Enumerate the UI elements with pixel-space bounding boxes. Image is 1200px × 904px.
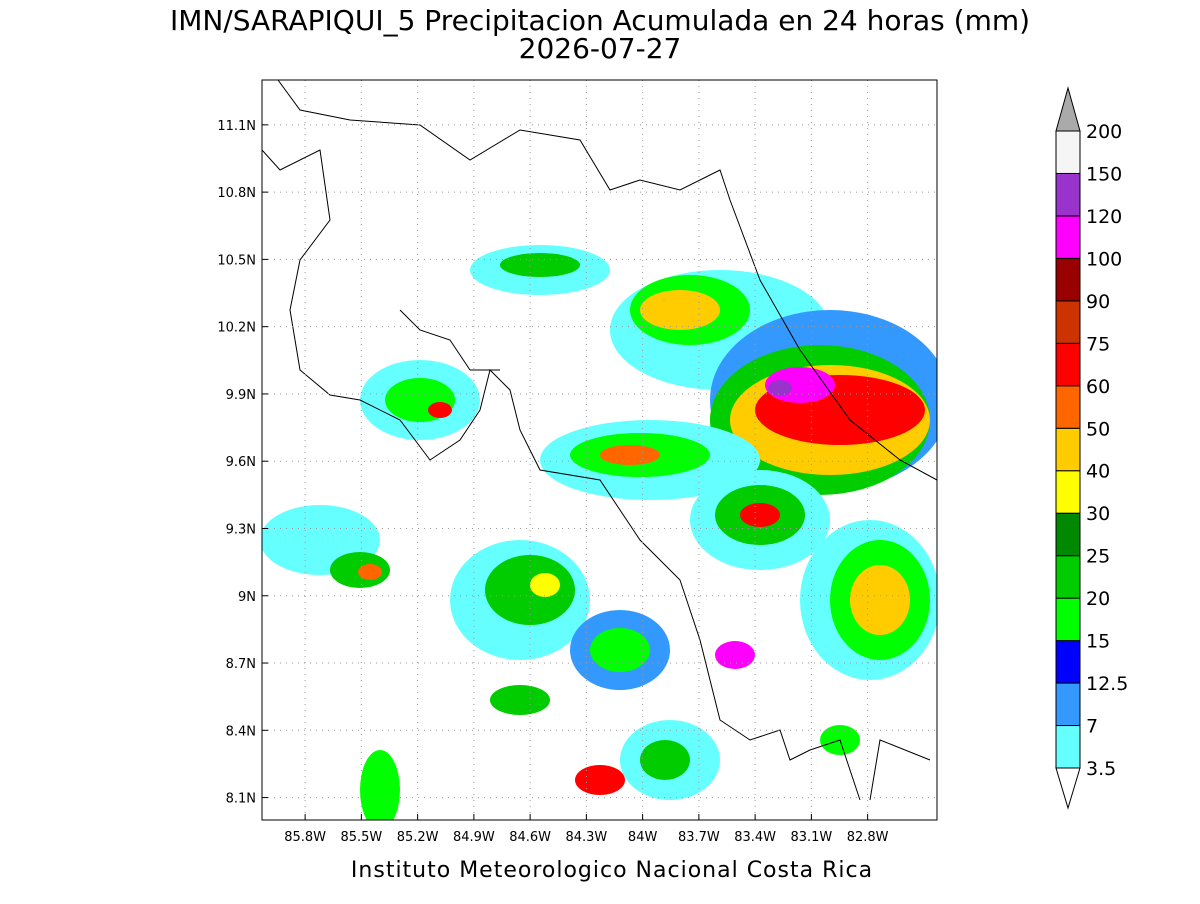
colorbar-under [1055, 767, 1081, 810]
y-tick-label: 9.9N [226, 388, 256, 403]
colorbar-box [1055, 597, 1081, 642]
colorbar-label: 60 [1086, 376, 1110, 398]
colorbar-label: 100 [1086, 248, 1122, 270]
subtitle: 2026-07-27 [519, 32, 682, 65]
colorbar-label: 25 [1086, 546, 1110, 568]
colorbar-label: 75 [1086, 333, 1110, 355]
colorbar-label: 40 [1086, 461, 1110, 483]
colorbar-box [1055, 300, 1081, 344]
x-tick-label: 84W [628, 830, 658, 845]
colorbar-over [1055, 86, 1081, 132]
x-tick-label: 85.8W [284, 830, 326, 845]
x-tick-label: 83.4W [734, 830, 776, 845]
precipitation-field [262, 80, 937, 820]
x-tick-label: 85.2W [397, 830, 439, 845]
y-tick-label: 8.4N [226, 724, 256, 739]
colorbar-box [1055, 172, 1081, 217]
colorbar-label: 15 [1086, 631, 1110, 653]
colorbar-box [1055, 130, 1081, 174]
colorbar-label: 7 [1086, 716, 1098, 738]
colorbar-box [1055, 725, 1081, 769]
footer: Instituto Meteorologico Nacional Costa R… [351, 858, 873, 883]
colorbar-label: 200 [1086, 121, 1122, 143]
colorbar-label: 12.5 [1086, 673, 1128, 695]
x-tick-label: 84.6W [509, 830, 551, 845]
colorbar-box [1055, 470, 1081, 514]
x-tick-label: 82.8W [847, 830, 889, 845]
colorbar-box [1055, 427, 1081, 472]
colorbar-box [1055, 555, 1081, 599]
colorbar-label: 120 [1086, 206, 1122, 228]
colorbar-label: 20 [1086, 588, 1110, 610]
colorbar-box [1055, 385, 1081, 429]
colorbar-label: 3.5 [1086, 758, 1116, 780]
colorbar-box [1055, 342, 1081, 387]
y-tick-label: 11.1N [217, 119, 256, 134]
y-tick-label: 8.1N [226, 792, 256, 807]
colorbar-label: 30 [1086, 503, 1110, 525]
y-tick-label: 9.6N [226, 455, 256, 470]
x-tick-label: 85.5W [340, 830, 382, 845]
colorbar-box [1055, 640, 1081, 684]
x-tick-label: 84.9W [453, 830, 495, 845]
x-tick-label: 83.7W [678, 830, 720, 845]
y-tick-label: 10.5N [217, 253, 256, 268]
y-tick-label: 10.8N [217, 186, 256, 201]
colorbar-box [1055, 215, 1081, 259]
colorbar-label: 50 [1086, 418, 1110, 440]
axis-labels: 85.8W 85.5W 85.2W 84.9W 84.6W 84.3W 84W 83.7W 83… [217, 119, 888, 845]
title: IMN/SARAPIQUI_5 Precipitacion Acumulada … [170, 4, 1030, 37]
colorbar-label: 90 [1086, 291, 1110, 313]
y-tick-label: 9N [238, 590, 256, 605]
y-tick-label: 10.2N [217, 321, 256, 336]
x-tick-label: 84.3W [565, 830, 607, 845]
y-tick-label: 8.7N [226, 657, 256, 672]
colorbar: 3.5 7 12.5 15 20 25 30 40 50 60 75 90 100 120 150 200 [1055, 86, 1128, 810]
colorbar-box [1055, 512, 1081, 557]
map-frame [261, 79, 938, 821]
colorbar-label: 150 [1086, 163, 1122, 185]
y-tick-label: 9.3N [226, 522, 256, 537]
x-tick-label: 83.1W [790, 830, 832, 845]
colorbar-box [1055, 682, 1081, 727]
colorbar-box [1055, 257, 1081, 302]
